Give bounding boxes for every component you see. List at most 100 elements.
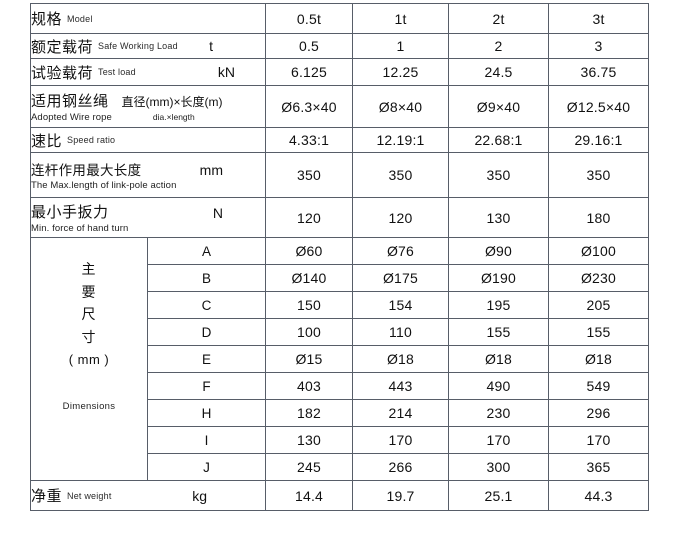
cell-dim-I-c3: 170 xyxy=(548,426,649,454)
row-label-cn-safe-working-load: 额定载荷 xyxy=(31,38,94,56)
cell-dim-B-c3: Ø230 xyxy=(548,264,649,292)
cell-safe-working-load-c2: 2 xyxy=(448,33,549,59)
cell-dim-E-c3: Ø18 xyxy=(548,345,649,373)
cell-dim-B-c0: Ø140 xyxy=(265,264,353,292)
row-label-en-test-load: Test load xyxy=(98,67,136,77)
row-label-adopted-wire-rope: 适用钢丝绳 直径(mm)×长度(m) Adopted Wire rope dia.×l… xyxy=(30,85,266,128)
row-label-cn-model: 规格 xyxy=(31,11,63,28)
row-label-cn-speed-ratio: 速比 xyxy=(31,132,63,150)
cell-dim-D-c3: 155 xyxy=(548,318,649,346)
cell-dim-C-c1: 154 xyxy=(352,291,449,319)
row-label-net-weight: 净重 Net weight kg xyxy=(30,480,266,511)
dimensions-label-char-2: 尺 xyxy=(81,306,97,323)
cell-adopted-wire-rope-c2: Ø9×40 xyxy=(448,85,549,128)
cell-max-length-link-pole-c1: 350 xyxy=(352,152,449,198)
cell-dim-J-c1: 266 xyxy=(352,453,449,481)
table-row-safe-working-load: 额定载荷 Safe Working Load t 0.5 1 2 3 xyxy=(30,33,649,59)
cell-adopted-wire-rope-c3: Ø12.5×40 xyxy=(548,85,649,128)
cell-speed-ratio-c2: 22.68:1 xyxy=(448,127,549,153)
cell-adopted-wire-rope-c0: Ø6.3×40 xyxy=(265,85,353,128)
table-row-dimension-B: B Ø140 Ø175 Ø190 Ø230 xyxy=(31,264,649,292)
cell-dim-A-c1: Ø76 xyxy=(352,237,449,265)
cell-dim-H-c2: 230 xyxy=(448,399,549,427)
table-row-dimension-J: J 245 266 300 365 xyxy=(31,453,649,481)
row-unit-net-weight: kg xyxy=(192,487,207,504)
cell-test-load-c0: 6.125 xyxy=(265,58,353,86)
dimension-letter-H: H xyxy=(147,399,266,427)
table-row-max-length-link-pole: 连杆作用最大长度 The Max.length of link-pole acti… xyxy=(30,152,649,198)
table-row-speed-ratio: 速比 Speed ratio 4.33:1 12.19:1 22.68:1 29.16:1 xyxy=(30,127,649,153)
cell-dim-I-c0: 130 xyxy=(265,426,353,454)
row-label-cn-net-weight: 净重 xyxy=(31,488,63,505)
row-label-en-net-weight: Net weight xyxy=(67,490,112,501)
cell-max-length-link-pole-c2: 350 xyxy=(448,152,549,198)
row-label-suben-adopted-wire-rope: dia.×length xyxy=(152,112,195,122)
row-label-en-max-length-link-pole: The Max.length of link-pole action xyxy=(31,180,177,191)
dimension-letter-J: J xyxy=(147,453,266,481)
cell-dim-D-c0: 100 xyxy=(265,318,353,346)
table-row-model: 规格 Model 0.5t 1t 2t 3t xyxy=(30,3,649,34)
cell-test-load-c2: 24.5 xyxy=(448,58,549,86)
cell-dim-E-c1: Ø18 xyxy=(352,345,449,373)
cell-dim-E-c0: Ø15 xyxy=(265,345,353,373)
dimension-letter-B: B xyxy=(147,264,266,292)
cell-dim-C-c0: 150 xyxy=(265,291,353,319)
cell-dim-E-c2: Ø18 xyxy=(448,345,549,373)
cell-safe-working-load-c3: 3 xyxy=(548,33,649,59)
cell-dim-B-c1: Ø175 xyxy=(352,264,449,292)
row-label-cn-test-load: 试验载荷 xyxy=(31,64,94,82)
cell-safe-working-load-c1: 1 xyxy=(352,33,449,59)
row-label-en-safe-working-load: Safe Working Load xyxy=(98,41,178,51)
row-unit-safe-working-load: t xyxy=(209,38,213,54)
cell-dim-F-c2: 490 xyxy=(448,372,549,400)
row-label-cn-max-length-link-pole: 连杆作用最大长度 xyxy=(31,163,142,178)
specification-table: 规格 Model 0.5 t 1t 2t 3t 额定载荷 Safe Working Load t 0… xyxy=(30,3,649,511)
row-unit-min-force-hand-turn: N xyxy=(212,204,223,221)
row-label-max-length-link-pole: 连杆作用最大长度 The Max.length of link-pole acti… xyxy=(30,152,266,198)
cell-speed-ratio-c0: 4.33:1 xyxy=(265,127,353,153)
table-row-net-weight: 净重 Net weight kg 14.4 19.7 25.1 44.3 xyxy=(30,480,649,511)
cell-model-c2: 2t xyxy=(448,3,549,34)
row-label-speed-ratio: 速比 Speed ratio xyxy=(30,127,266,153)
cell-net-weight-c3: 44.3 xyxy=(548,480,649,511)
cell-test-load-c1: 12.25 xyxy=(352,58,449,86)
row-label-cn-adopted-wire-rope: 适用钢丝绳 xyxy=(31,93,109,110)
cell-min-force-hand-turn-c0: 120 xyxy=(265,197,353,238)
row-label-en-min-force-hand-turn: Min. force of hand turn xyxy=(31,223,129,234)
row-label-min-force-hand-turn: 最小手扳力 Min. force of hand turn N xyxy=(30,197,266,238)
cell-safe-working-load-c0: 0.5 xyxy=(265,33,353,59)
row-label-en-model: Model xyxy=(67,13,93,24)
cell-max-length-link-pole-c3: 350 xyxy=(548,152,649,198)
cell-speed-ratio-c3: 29.16:1 xyxy=(548,127,649,153)
dimension-letter-D: D xyxy=(147,318,266,346)
dimensions-label-en: Dimensions xyxy=(62,400,116,412)
table-row-test-load: 试验载荷 Test load kN 6.125 12.25 24.5 36.75 xyxy=(30,58,649,86)
cell-dim-I-c1: 170 xyxy=(352,426,449,454)
cell-net-weight-c1: 19.7 xyxy=(352,480,449,511)
cell-dim-J-c3: 365 xyxy=(548,453,649,481)
dimensions-label-char-3: 寸 xyxy=(81,329,97,346)
cell-dim-J-c0: 245 xyxy=(265,453,353,481)
cell-min-force-hand-turn-c2: 130 xyxy=(448,197,549,238)
cell-net-weight-c0: 14.4 xyxy=(265,480,353,511)
row-label-en-adopted-wire-rope: Adopted Wire rope xyxy=(31,112,112,123)
cell-dim-A-c3: Ø100 xyxy=(548,237,649,265)
row-unit-test-load: kN xyxy=(217,64,235,80)
cell-dim-I-c2: 170 xyxy=(448,426,549,454)
cell-max-length-link-pole-c0: 350 xyxy=(265,152,353,198)
cell-dim-C-c3: 205 xyxy=(548,291,649,319)
cell-dim-C-c2: 195 xyxy=(448,291,549,319)
cell-dim-A-c0: Ø60 xyxy=(265,237,353,265)
dimensions-label-unit: ( mm ) xyxy=(68,351,110,367)
dimensions-label-char-1: 要 xyxy=(81,283,97,300)
table-row-adopted-wire-rope: 适用钢丝绳 直径(mm)×长度(m) Adopted Wire rope dia.×l… xyxy=(30,85,649,128)
cell-test-load-c3: 36.75 xyxy=(548,58,649,86)
dimension-letter-F: F xyxy=(147,372,266,400)
cell-model-c1: 1t xyxy=(352,3,449,34)
table-row-min-force-hand-turn: 最小手扳力 Min. force of hand turn N 120 120 130 18… xyxy=(30,197,649,238)
table-row-dimension-E: E Ø15 Ø18 Ø18 Ø18 xyxy=(31,345,649,373)
cell-dim-A-c2: Ø90 xyxy=(448,237,549,265)
cell-model-c3: 3t xyxy=(548,3,649,34)
table-row-dimension-A: 主要尺寸 ( mm ) Dimensions A Ø60 Ø76 Ø90 Ø100 xyxy=(30,237,649,481)
